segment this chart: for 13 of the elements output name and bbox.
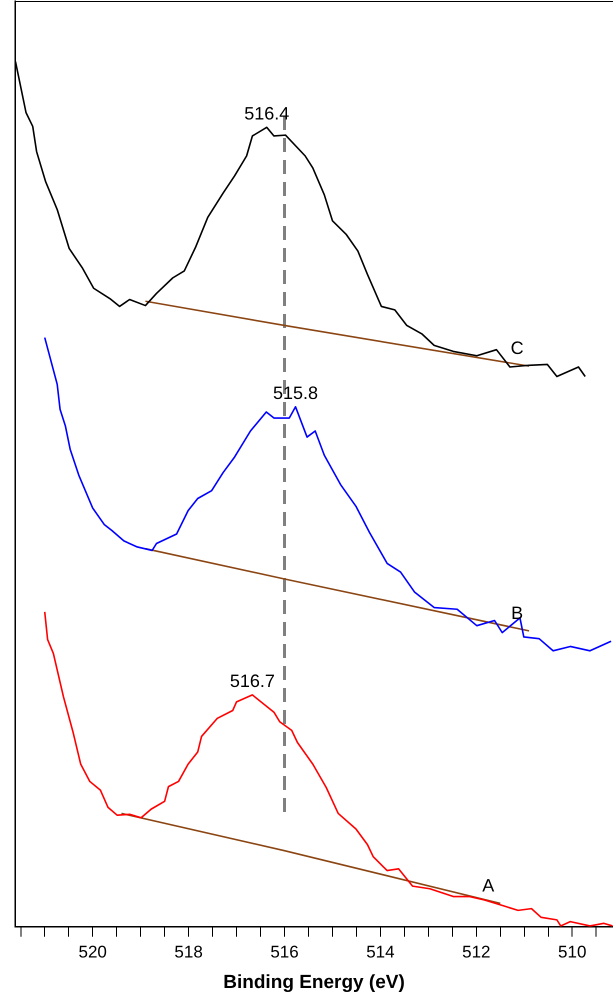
x-tick-label: 520	[78, 942, 107, 962]
annotation: 516.4	[244, 103, 290, 124]
x-tick-label: 510	[558, 942, 586, 962]
x-tick-label: 512	[462, 942, 491, 962]
annotation: 516.7	[230, 670, 275, 691]
x-tick-label: 518	[174, 942, 203, 962]
annotation: A	[482, 875, 494, 896]
x-tick-label: 516	[270, 942, 299, 962]
annotation: B	[511, 602, 524, 623]
x-tick-label: 514	[366, 942, 395, 962]
annotation: C	[510, 338, 524, 358]
annotation: 515.8	[273, 382, 318, 403]
x-axis-title: Binding Energy (eV)	[223, 972, 405, 993]
